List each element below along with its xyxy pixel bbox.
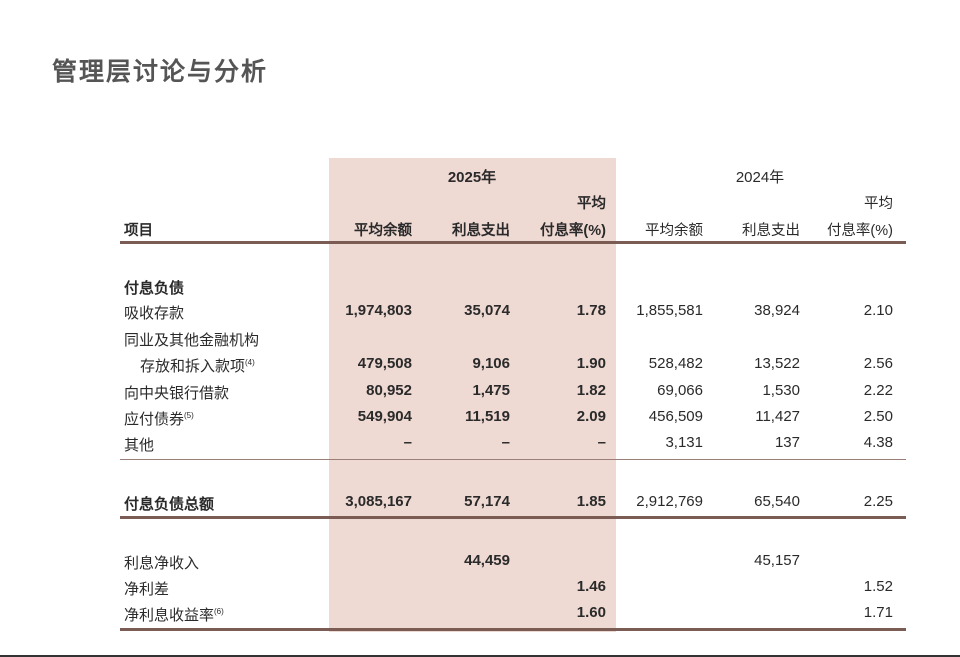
table-row: 其他 – – – 3,131 137 4.38 <box>0 434 960 458</box>
cell: 2.10 <box>863 302 893 319</box>
cell: 57,174 <box>464 493 510 510</box>
header-interest-expense-2024: 利息支出 <box>742 223 800 239</box>
cell: 35,074 <box>464 302 510 319</box>
row-label-text: 存放和拆入款项 <box>140 358 246 375</box>
cell: 1.78 <box>576 302 606 319</box>
summary-row: 利息净收入 44,459 45,157 <box>0 552 960 576</box>
cell: 1.82 <box>576 382 606 399</box>
cell: 2.22 <box>863 382 893 399</box>
row-label: 付息负债总额 <box>124 496 215 513</box>
year-2024-header: 2024年 <box>735 169 785 186</box>
row-label: 向中央银行借款 <box>124 385 230 402</box>
cell: – <box>597 434 606 451</box>
row-label: 付息负债 <box>124 280 185 297</box>
row-label: 净利差 <box>124 581 170 598</box>
table-row: 存放和拆入款项(4) 479,508 9,106 1.90 528,482 13… <box>0 355 960 379</box>
summary-row: 净利差 1.46 1.52 <box>0 578 960 602</box>
header-item: 项目 <box>124 223 153 239</box>
cell: 69,066 <box>657 382 703 399</box>
cell: 44,459 <box>464 552 510 569</box>
cell: 4.38 <box>863 434 893 451</box>
total-rule <box>120 516 906 519</box>
row-label: 其他 <box>124 437 155 454</box>
cell: 2.25 <box>863 493 893 510</box>
table-row: 向中央银行借款 80,952 1,475 1.82 69,066 1,530 2… <box>0 382 960 406</box>
cell: 137 <box>774 434 800 451</box>
row-label: 同业及其他金融机构 <box>124 332 260 349</box>
cell: 549,904 <box>357 408 412 425</box>
footnote-marker: (4) <box>245 358 255 367</box>
cell: 45,157 <box>754 552 800 569</box>
summary-row: 净利息收益率(6) 1.60 1.71 <box>0 604 960 628</box>
footnote-marker: (5) <box>184 411 194 420</box>
cell: 65,540 <box>754 493 800 510</box>
total-row: 付息负债总额 3,085,167 57,174 1.85 2,912,769 6… <box>0 493 960 517</box>
cell: 1,475 <box>472 382 510 399</box>
cell: 1.46 <box>576 578 606 595</box>
header-avg-rate-2025-line1: 平均 <box>577 196 606 212</box>
header-avg-balance-2024: 平均余额 <box>645 223 703 239</box>
header-avg-balance-2025: 平均余额 <box>354 223 412 239</box>
cell: 3,085,167 <box>345 493 412 510</box>
row-label-text: 净利息收益率 <box>124 607 215 624</box>
row-label: 利息净收入 <box>124 555 200 572</box>
header-interest-expense-2025: 利息支出 <box>452 223 510 239</box>
row-label: 存放和拆入款项(4) <box>140 355 255 376</box>
cell: 80,952 <box>366 382 412 399</box>
table-row: 同业及其他金融机构 <box>0 329 960 353</box>
row-label: 应付债券(5) <box>124 408 194 429</box>
cell: 38,924 <box>754 302 800 319</box>
page-title: 管理层讨论与分析 <box>52 57 269 86</box>
header-avg-rate-2024-line2: 付息率(%) <box>826 223 893 239</box>
bottom-rule <box>120 628 906 631</box>
cell: 1.90 <box>576 355 606 372</box>
cell: 456,509 <box>648 408 703 425</box>
cell: 2.56 <box>863 355 893 372</box>
cell: 2,912,769 <box>636 493 703 510</box>
cell: 1,855,581 <box>636 302 703 319</box>
cell: – <box>403 434 412 451</box>
cell: 3,131 <box>665 434 703 451</box>
cell: 11,519 <box>464 408 510 425</box>
highlight-2025-column-band <box>329 158 616 632</box>
header-avg-rate-2024-line1: 平均 <box>864 196 893 212</box>
header-rule <box>120 241 906 244</box>
cell: 9,106 <box>472 355 510 372</box>
cell: 2.09 <box>576 408 606 425</box>
cell: 479,508 <box>357 355 412 372</box>
page-edge-line <box>0 655 960 657</box>
cell: 1.71 <box>863 604 893 621</box>
row-label-text: 应付债券 <box>124 411 185 428</box>
row-label: 吸收存款 <box>124 305 185 322</box>
table-row: 应付债券(5) 549,904 11,519 2.09 456,509 11,4… <box>0 408 960 432</box>
header-avg-rate-2025-line2: 付息率(%) <box>539 223 606 239</box>
row-label: 净利息收益率(6) <box>124 604 224 625</box>
cell: 11,427 <box>755 408 800 425</box>
cell: 2.50 <box>863 408 893 425</box>
table-row: 付息负债 <box>0 277 960 301</box>
cell: 1.52 <box>863 578 893 595</box>
cell: 1.85 <box>576 493 606 510</box>
cell: 1,530 <box>762 382 800 399</box>
subtotal-rule <box>120 459 906 460</box>
cell: 1.60 <box>576 604 606 621</box>
footnote-marker: (6) <box>214 607 224 616</box>
year-2025-header: 2025年 <box>447 169 497 186</box>
cell: 1,974,803 <box>345 302 412 319</box>
cell: 528,482 <box>648 355 703 372</box>
cell: – <box>501 434 510 451</box>
cell: 13,522 <box>754 355 800 372</box>
table-row: 吸收存款 1,974,803 35,074 1.78 1,855,581 38,… <box>0 302 960 326</box>
